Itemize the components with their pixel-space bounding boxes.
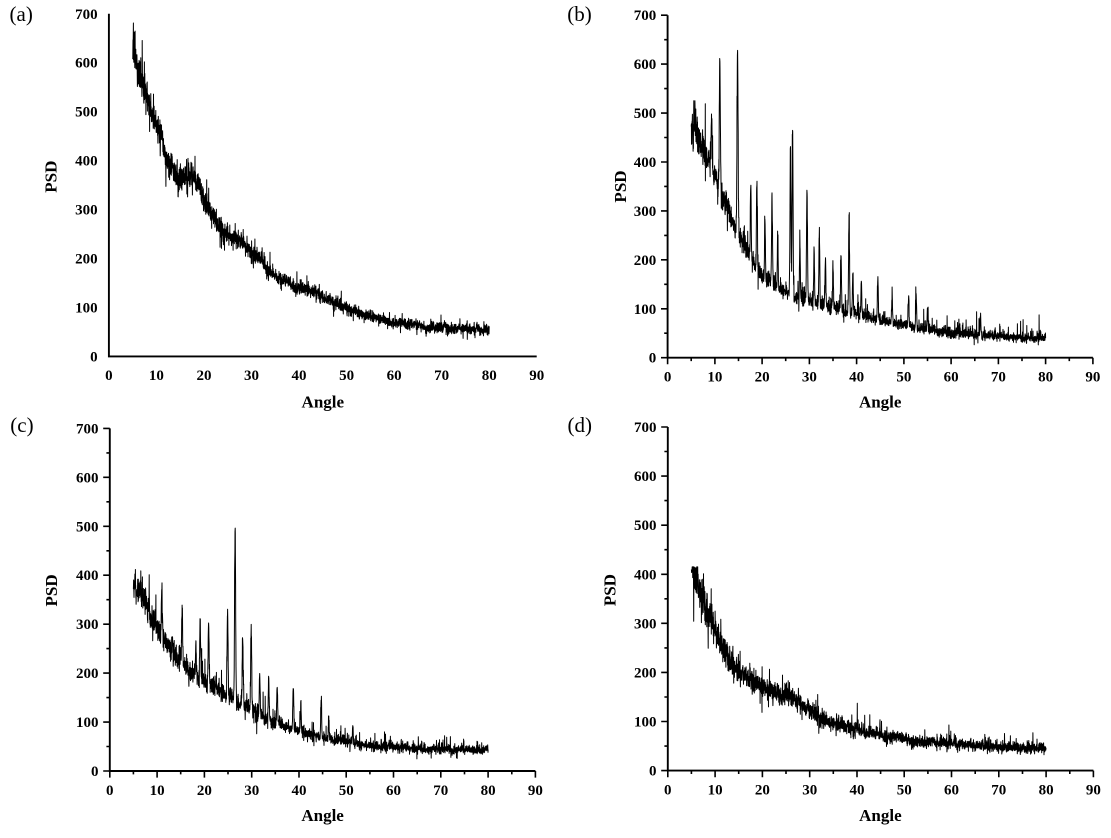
svg-text:300: 300 bbox=[76, 617, 99, 633]
svg-text:0: 0 bbox=[105, 368, 113, 384]
svg-text:80: 80 bbox=[482, 368, 497, 384]
svg-text:40: 40 bbox=[292, 368, 307, 384]
svg-text:30: 30 bbox=[802, 782, 817, 798]
svg-text:90: 90 bbox=[1085, 370, 1100, 386]
svg-text:60: 60 bbox=[944, 782, 959, 798]
svg-text:30: 30 bbox=[802, 370, 817, 386]
svg-text:(c): (c) bbox=[10, 413, 33, 437]
svg-text:(b): (b) bbox=[567, 2, 592, 26]
svg-text:0: 0 bbox=[664, 370, 672, 386]
svg-text:500: 500 bbox=[634, 518, 657, 534]
svg-text:PSD: PSD bbox=[41, 161, 60, 193]
svg-text:20: 20 bbox=[197, 368, 212, 384]
svg-text:0: 0 bbox=[91, 764, 99, 780]
svg-text:20: 20 bbox=[755, 782, 770, 798]
svg-text:30: 30 bbox=[244, 368, 259, 384]
svg-text:80: 80 bbox=[1038, 370, 1053, 386]
svg-text:300: 300 bbox=[634, 204, 657, 220]
svg-text:Angle: Angle bbox=[859, 806, 902, 825]
svg-text:50: 50 bbox=[897, 782, 912, 798]
svg-text:Angle: Angle bbox=[301, 806, 344, 825]
svg-text:PSD: PSD bbox=[42, 574, 61, 606]
svg-text:20: 20 bbox=[755, 370, 770, 386]
svg-text:60: 60 bbox=[386, 783, 401, 799]
svg-text:0: 0 bbox=[106, 783, 114, 799]
svg-text:10: 10 bbox=[149, 368, 164, 384]
svg-text:PSD: PSD bbox=[600, 574, 619, 606]
svg-text:PSD: PSD bbox=[611, 170, 630, 202]
svg-text:500: 500 bbox=[76, 519, 99, 535]
svg-text:90: 90 bbox=[1086, 782, 1101, 798]
svg-text:(d): (d) bbox=[568, 413, 593, 437]
svg-text:200: 200 bbox=[634, 253, 657, 269]
svg-text:300: 300 bbox=[634, 616, 657, 632]
svg-text:30: 30 bbox=[244, 783, 259, 799]
svg-text:700: 700 bbox=[76, 421, 99, 437]
svg-text:10: 10 bbox=[707, 370, 722, 386]
svg-text:100: 100 bbox=[75, 301, 98, 317]
svg-text:200: 200 bbox=[634, 665, 657, 681]
svg-text:70: 70 bbox=[991, 370, 1006, 386]
svg-text:400: 400 bbox=[76, 568, 99, 584]
svg-text:60: 60 bbox=[387, 368, 402, 384]
svg-text:600: 600 bbox=[634, 57, 657, 73]
svg-text:400: 400 bbox=[75, 154, 98, 170]
svg-text:Angle: Angle bbox=[302, 393, 345, 412]
svg-text:400: 400 bbox=[634, 567, 657, 583]
svg-text:50: 50 bbox=[339, 783, 354, 799]
svg-text:700: 700 bbox=[634, 420, 657, 436]
svg-text:100: 100 bbox=[76, 715, 99, 731]
svg-text:50: 50 bbox=[339, 368, 354, 384]
svg-text:80: 80 bbox=[481, 783, 496, 799]
svg-text:60: 60 bbox=[944, 370, 959, 386]
svg-text:100: 100 bbox=[634, 302, 657, 318]
svg-text:40: 40 bbox=[292, 783, 307, 799]
svg-text:600: 600 bbox=[76, 470, 99, 486]
svg-text:400: 400 bbox=[634, 155, 657, 171]
svg-text:20: 20 bbox=[197, 783, 212, 799]
svg-text:70: 70 bbox=[434, 368, 449, 384]
svg-text:Angle: Angle bbox=[859, 393, 902, 412]
svg-text:500: 500 bbox=[75, 105, 98, 121]
svg-text:600: 600 bbox=[75, 56, 98, 72]
svg-text:500: 500 bbox=[634, 106, 657, 122]
svg-text:50: 50 bbox=[896, 370, 911, 386]
svg-text:700: 700 bbox=[75, 7, 98, 23]
svg-text:90: 90 bbox=[528, 783, 543, 799]
svg-text:70: 70 bbox=[991, 782, 1006, 798]
svg-text:200: 200 bbox=[76, 666, 99, 682]
svg-text:70: 70 bbox=[433, 783, 448, 799]
svg-text:600: 600 bbox=[634, 469, 657, 485]
svg-text:100: 100 bbox=[634, 715, 657, 731]
svg-text:80: 80 bbox=[1039, 782, 1054, 798]
svg-text:0: 0 bbox=[649, 351, 657, 367]
svg-text:(a): (a) bbox=[10, 2, 33, 26]
svg-text:10: 10 bbox=[150, 783, 165, 799]
svg-text:0: 0 bbox=[649, 764, 657, 780]
svg-text:300: 300 bbox=[75, 203, 98, 219]
svg-text:0: 0 bbox=[664, 782, 672, 798]
svg-text:90: 90 bbox=[529, 368, 544, 384]
svg-text:40: 40 bbox=[850, 782, 865, 798]
svg-text:0: 0 bbox=[90, 349, 98, 365]
svg-text:200: 200 bbox=[75, 252, 98, 268]
svg-text:700: 700 bbox=[634, 8, 657, 24]
svg-text:10: 10 bbox=[708, 782, 723, 798]
svg-text:40: 40 bbox=[849, 370, 864, 386]
